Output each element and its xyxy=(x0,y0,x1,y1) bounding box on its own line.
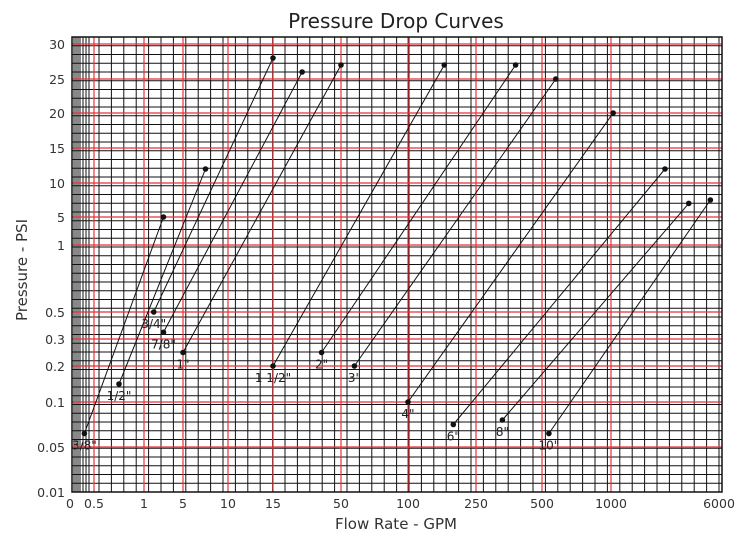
curve-start-point xyxy=(150,309,157,315)
curve-start-point xyxy=(450,421,457,428)
y-tick-label: 0.01 xyxy=(37,485,65,500)
curve-end-point xyxy=(610,110,616,116)
curve-end-point xyxy=(441,62,448,68)
curve-end-point xyxy=(338,62,344,68)
curve-line xyxy=(118,168,206,385)
curve-start-point xyxy=(81,430,88,437)
curve-end-point xyxy=(662,166,668,172)
x-tick-label: 50 xyxy=(333,496,349,511)
curve-line xyxy=(182,64,342,353)
curve-end-point xyxy=(270,55,276,61)
curve-label: 1 1/2" xyxy=(255,371,291,385)
x-tick-label: 500 xyxy=(530,496,554,511)
curves: 3/8" 1/2" 3/4" 7/8"1" 1 1/2" 2" 3" 4" 6" 8" 10" xyxy=(72,55,714,453)
curve-label: 1" xyxy=(176,358,189,372)
curve-line xyxy=(153,57,274,313)
curve-label: 3/4" xyxy=(141,317,166,331)
curve-label: 3/8" xyxy=(72,439,97,453)
curve-start-point xyxy=(351,363,358,369)
y-tick-label: 1 xyxy=(57,238,65,253)
y-tick-label: 0.05 xyxy=(37,440,65,455)
grid xyxy=(71,36,723,493)
curve-line xyxy=(452,168,666,425)
y-tick-label: 20 xyxy=(49,106,65,121)
y-tick-label: 10 xyxy=(49,176,65,191)
x-tick-label: 10 xyxy=(220,496,236,511)
curve-start-point xyxy=(499,417,506,423)
y-tick-label: 30 xyxy=(49,37,65,52)
y-tick-label: 0.3 xyxy=(45,332,65,347)
curve-end-point xyxy=(299,69,305,75)
curve-start-point xyxy=(180,349,186,356)
curve-end-point xyxy=(202,166,209,172)
y-tick-label: 0.2 xyxy=(45,359,65,374)
curve-label: 6" xyxy=(447,430,460,444)
curve-start-point xyxy=(318,349,325,356)
curve-end-point xyxy=(553,76,559,82)
curve-start-point xyxy=(116,381,122,387)
y-tick-label: 5 xyxy=(57,210,65,225)
y-tick-label: 0.5 xyxy=(45,305,65,320)
curve-line xyxy=(321,64,517,353)
x-axis-label: Flow Rate - GPM xyxy=(335,515,457,533)
curve-start-point xyxy=(546,430,552,437)
plot-frame xyxy=(71,36,723,493)
x-tick-label: 5 xyxy=(179,496,187,511)
curve-label: 4" xyxy=(401,407,414,421)
curve-label: 7/8" xyxy=(151,337,176,351)
curve-end-point xyxy=(160,214,167,220)
curve-line xyxy=(83,216,164,434)
x-tick-label: 6000 xyxy=(703,496,735,511)
x-tick-label: 15 xyxy=(265,496,281,511)
curve-start-point xyxy=(405,399,411,405)
chart-title: Pressure Drop Curves xyxy=(288,9,504,33)
x-tick-label: 100 xyxy=(396,496,420,511)
x-tick-label: 1 xyxy=(140,496,148,511)
curve-start-point xyxy=(270,363,276,369)
x-tick-label: 0 xyxy=(66,496,74,511)
curve-end-point xyxy=(685,200,692,207)
curve-line xyxy=(407,112,614,403)
curve-end-point xyxy=(512,62,519,68)
curve-line xyxy=(272,64,445,367)
x-tick-label: 1000 xyxy=(595,496,627,511)
curve-label: 8" xyxy=(496,425,509,439)
curve-label: 2" xyxy=(315,358,328,372)
y-tick-label: 15 xyxy=(49,141,65,156)
curve-line xyxy=(548,199,711,434)
x-tick-label: 250 xyxy=(464,496,488,511)
curve-label: 10" xyxy=(539,439,560,453)
curve-end-point xyxy=(707,197,714,203)
y-tick-label: 0.1 xyxy=(45,395,65,410)
curve-line xyxy=(163,71,303,333)
curve-label: 3" xyxy=(348,371,361,385)
curve-line xyxy=(502,203,690,421)
x-tick-label: 0.5 xyxy=(84,496,104,511)
y-axis-label: Pressure - PSI xyxy=(13,219,31,321)
y-tick-label: 25 xyxy=(49,72,65,87)
curve-label: 1/2" xyxy=(107,389,132,403)
curve-line xyxy=(353,78,557,367)
curve-start-point xyxy=(160,329,167,336)
tick-labels: 0 0.5 1 5 10 15 50 100 250 500 1000 600030252015105… xyxy=(37,37,735,511)
